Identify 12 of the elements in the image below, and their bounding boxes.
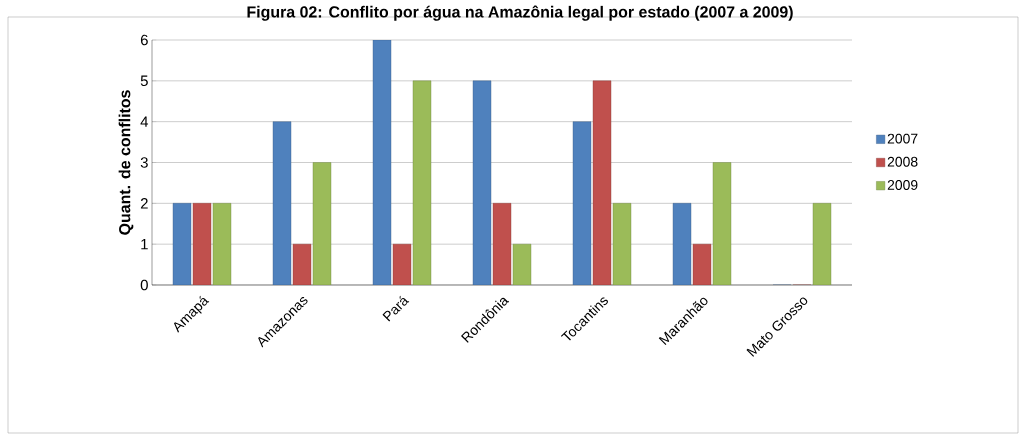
y-tick-label: 6 (140, 34, 148, 46)
y-tick-label: 2 (140, 198, 148, 209)
y-tick-label: 1 (141, 239, 148, 250)
chart-title: Figura 02: Conflito por água na Amazônia legal por estado (2007 a 2009) (247, 5, 793, 21)
legend-label: 2008 (887, 156, 918, 167)
y-tick-label: 3 (140, 157, 148, 168)
legend-label: 2007 (887, 133, 918, 144)
legend-label: 2009 (887, 180, 918, 190)
y-tick-label: 0 (140, 279, 148, 291)
y-axis-title: Quant. de conflitos (118, 90, 134, 235)
y-tick-label: 5 (140, 75, 148, 87)
y-tick-label: 4 (140, 116, 149, 127)
